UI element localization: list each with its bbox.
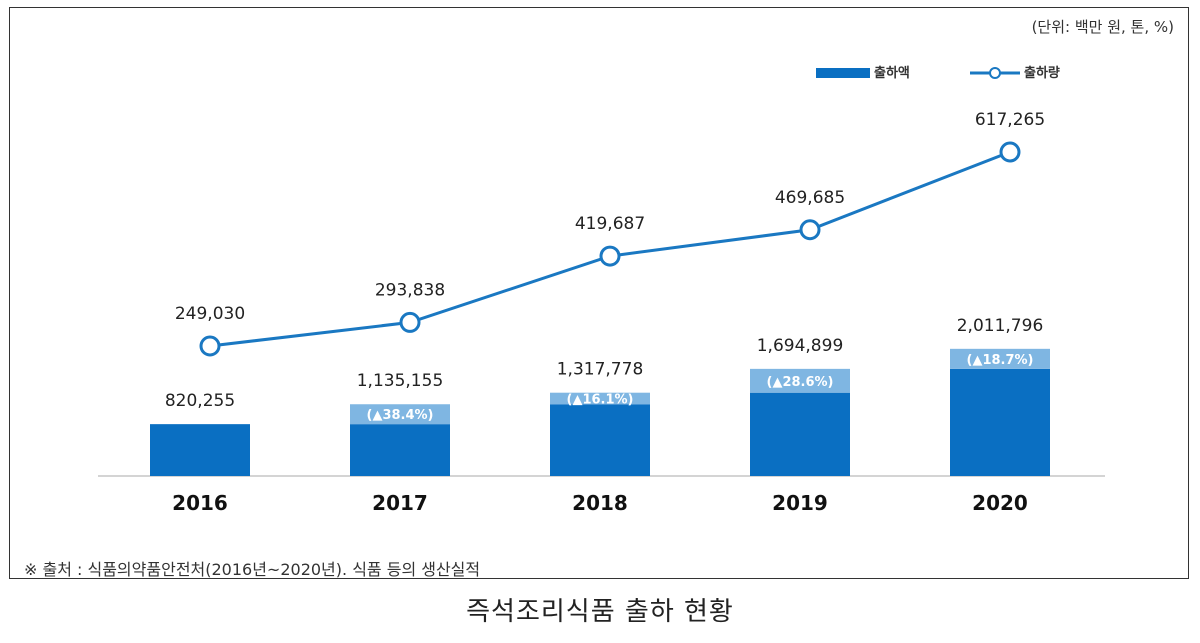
chart-svg: 820,255 2016 (▲38.4%) 1,135,155 2017 (▲16.1%)… [98, 65, 1105, 515]
source-note: ※ 출처 : 식품의약품안전처(2016년~2020년). 식품 등의 생산실적 [24, 560, 481, 579]
legend-bar-label: 출하액 [874, 65, 910, 81]
legend-line-label: 출하량 [1024, 65, 1060, 81]
bar-base-2017 [350, 424, 450, 476]
growth-label-2018: (▲16.1%) [567, 392, 634, 407]
x-tick-label-2019: 2019 [772, 491, 828, 515]
unit-note: (단위: 백만 원, 톤, %) [1031, 18, 1174, 36]
bar-value-label-2016: 820,255 [165, 391, 235, 411]
growth-label-2020: (▲18.7%) [967, 353, 1034, 368]
legend-bar-swatch [816, 68, 870, 78]
x-tick-label-2017: 2017 [372, 491, 428, 515]
x-tick-label-2016: 2016 [172, 491, 228, 515]
line-value-label-2016: 249,030 [175, 304, 245, 324]
bar-value-label-2018: 1,317,778 [557, 360, 644, 380]
bar-increase-2019 [750, 368, 850, 393]
line-point-2020 [999, 141, 1021, 163]
line-value-label-2017: 293,838 [375, 280, 445, 300]
bar-value-label-2020: 2,011,796 [957, 316, 1044, 336]
line-point-2019 [799, 219, 821, 241]
growth-label-2019: (▲28.6%) [767, 375, 834, 390]
line-value-label-2018: 419,687 [575, 214, 645, 234]
bar-increase-2018 [550, 392, 650, 405]
line-point-2016 [199, 335, 221, 357]
x-tick-label-2020: 2020 [972, 491, 1028, 515]
bar-increase-2017 [350, 404, 450, 425]
line-point-2018 [599, 245, 621, 267]
figure-caption: 즉석조리식품 출하 현황 [466, 597, 734, 627]
line-value-label-2020: 617,265 [975, 110, 1045, 130]
line-point-2017 [399, 311, 421, 333]
chart-frame: 820,255 2016 (▲38.4%) 1,135,155 2017 (▲16.1%)… [9, 7, 1189, 579]
bar-base-2018 [550, 404, 650, 476]
bar-2016 [150, 424, 250, 476]
line-value-label-2019: 469,685 [775, 188, 845, 208]
bar-value-label-2019: 1,694,899 [757, 336, 844, 356]
bar-base-2019 [750, 392, 850, 476]
legend-line-marker [989, 67, 1001, 79]
bar-base-2020 [950, 368, 1050, 476]
x-tick-label-2018: 2018 [572, 491, 628, 515]
bar-value-label-2017: 1,135,155 [357, 371, 444, 391]
growth-label-2017: (▲38.4%) [367, 408, 434, 423]
bar-increase-2020 [950, 348, 1050, 369]
